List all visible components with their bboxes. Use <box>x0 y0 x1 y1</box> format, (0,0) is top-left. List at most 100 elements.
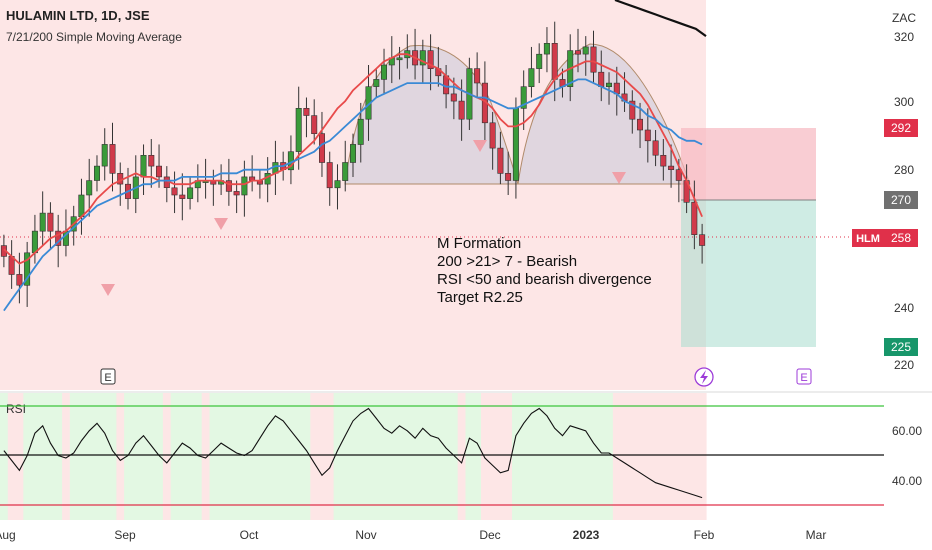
rsi-band <box>294 393 304 520</box>
m-formation-shape-2 <box>517 43 691 185</box>
time-label: Aug <box>0 528 16 542</box>
rsi-band <box>131 393 141 520</box>
rsi-band <box>62 393 71 520</box>
lightning-icon[interactable] <box>694 367 714 387</box>
candle-down <box>148 155 155 167</box>
indicator-title: 7/21/200 Simple Moving Average <box>6 30 182 44</box>
candle-up <box>334 180 341 189</box>
target-price-value: 225 <box>891 340 911 354</box>
ma-200-line <box>614 0 707 37</box>
rsi-band <box>201 393 211 520</box>
rsi-band <box>519 393 529 520</box>
rsi-band <box>162 393 172 520</box>
rsi-band <box>636 393 645 520</box>
candle-down <box>652 140 659 156</box>
earnings-marker[interactable]: E <box>100 368 116 385</box>
rsi-band <box>535 393 544 520</box>
ma-21-line <box>3 78 703 312</box>
candle-up <box>396 57 403 61</box>
earnings-marker[interactable]: E <box>796 368 812 385</box>
symbol-tag: HLM <box>856 233 880 245</box>
rsi-band <box>279 393 288 520</box>
candle-down <box>699 234 706 246</box>
candle-down <box>574 50 581 55</box>
last-price-badge <box>884 229 918 247</box>
candle-up <box>373 79 380 87</box>
rsi-band <box>411 393 420 520</box>
rsi-band <box>248 393 257 520</box>
candle-up <box>528 68 535 87</box>
rsi-band <box>488 393 498 520</box>
price-tick: 220 <box>894 358 914 372</box>
candle-down <box>636 118 643 131</box>
entry-price-value: 270 <box>891 193 911 207</box>
rsi-band <box>574 393 583 520</box>
candle-down <box>171 187 178 196</box>
rsi-tick: 40.00 <box>892 474 922 488</box>
time-label: Dec <box>479 528 500 542</box>
price-tick: 240 <box>894 301 914 315</box>
candle-down <box>505 173 512 181</box>
rsi-band <box>372 393 381 520</box>
rsi-band <box>589 393 598 520</box>
rsi-band <box>77 393 86 520</box>
target-zone <box>681 200 816 347</box>
rsi-band <box>364 393 373 520</box>
rsi-band <box>139 393 148 520</box>
annotation-line-4: Target R2.25 <box>437 289 523 306</box>
rsi-band <box>643 393 653 520</box>
candle-down <box>551 42 558 80</box>
candle-down <box>644 129 651 142</box>
rsi-band <box>550 393 560 520</box>
rsi-band <box>46 393 55 520</box>
candle-down <box>660 155 667 167</box>
annotation-line-1: M Formation <box>437 235 521 252</box>
candle-up <box>543 42 550 55</box>
rsi-band <box>7 393 17 520</box>
rsi-band <box>325 393 335 520</box>
rsi-tick: 60.00 <box>892 424 922 438</box>
rsi-band <box>543 393 552 520</box>
rsi-band <box>651 393 661 520</box>
rsi-band <box>682 393 692 520</box>
candle-up <box>140 155 147 178</box>
rsi-band <box>15 393 24 520</box>
rsi-band <box>116 393 125 520</box>
rsi-band <box>512 393 521 520</box>
rsi-band <box>387 393 397 520</box>
sell-signal-marker <box>214 218 228 230</box>
rsi-band <box>434 393 443 520</box>
rsi-band <box>232 393 242 520</box>
candle-down <box>691 201 698 235</box>
candle-down <box>225 180 232 192</box>
rsi-band <box>566 393 575 520</box>
rsi-line <box>3 407 703 499</box>
sell-signal-marker <box>101 284 115 296</box>
candle-down <box>109 144 116 174</box>
candle-down <box>47 212 54 232</box>
rsi-band <box>465 393 474 520</box>
rsi-band <box>271 393 280 520</box>
rsi-band <box>380 393 389 520</box>
rsi-band <box>504 393 513 520</box>
rsi-band <box>318 393 327 520</box>
stop-price-value: 292 <box>891 121 911 135</box>
candle-down <box>427 50 434 69</box>
candle-up <box>94 165 101 181</box>
rsi-band <box>256 393 265 520</box>
rsi-band <box>341 393 350 520</box>
price-axis-unit: ZAC <box>892 11 916 25</box>
moving-averages <box>3 0 707 312</box>
candle-up <box>241 176 248 196</box>
rsi-band <box>690 393 699 520</box>
rsi-band <box>31 393 40 520</box>
candle-down <box>629 100 636 120</box>
rsi-band <box>69 393 79 520</box>
candle-down <box>458 100 465 120</box>
rsi-band <box>194 393 203 520</box>
candle-up <box>24 252 31 286</box>
rsi-band <box>333 393 342 520</box>
annotation-line-3: RSI <50 and bearish divergence <box>437 271 652 288</box>
candle-down <box>668 165 675 171</box>
